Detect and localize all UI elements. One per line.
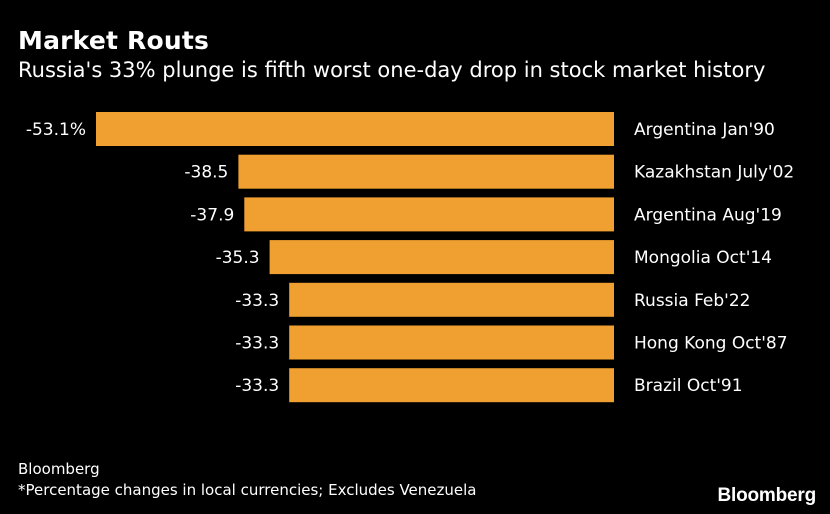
value-label: -33.3 [235, 291, 279, 311]
source-text: Bloomberg [18, 460, 100, 478]
category-label: Brazil Oct'91 [634, 376, 743, 396]
category-label: Argentina Aug'19 [634, 205, 782, 225]
category-label: Russia Feb'22 [634, 291, 751, 311]
category-label: Hong Kong Oct'87 [634, 334, 788, 354]
value-label: -33.3 [235, 334, 279, 354]
bloomberg-logo: Bloomberg [717, 485, 817, 506]
bar [269, 240, 614, 275]
bar [238, 154, 614, 189]
value-label: -35.3 [216, 248, 260, 268]
category-label: Kazakhstan July'02 [634, 163, 794, 183]
bar [289, 282, 614, 317]
footnote-text: *Percentage changes in local currencies;… [18, 481, 477, 499]
value-label: -53.1% [26, 120, 86, 140]
category-label: Argentina Jan'90 [634, 120, 775, 140]
value-label: -38.5 [184, 163, 228, 183]
bar-chart: -53.1% Argentina Jan'90 -38.5 Kazakhstan Ju… [26, 112, 794, 403]
chart-title: Market Routs [18, 26, 210, 55]
chart-subtitle: Russia's 33% plunge is fifth worst one-d… [18, 58, 766, 82]
value-label: -37.9 [190, 205, 234, 225]
bar [96, 112, 614, 146]
bar [289, 325, 614, 360]
bar [289, 368, 614, 403]
bar [244, 197, 615, 232]
value-label: -33.3 [235, 376, 279, 396]
category-label: Mongolia Oct'14 [634, 248, 772, 268]
